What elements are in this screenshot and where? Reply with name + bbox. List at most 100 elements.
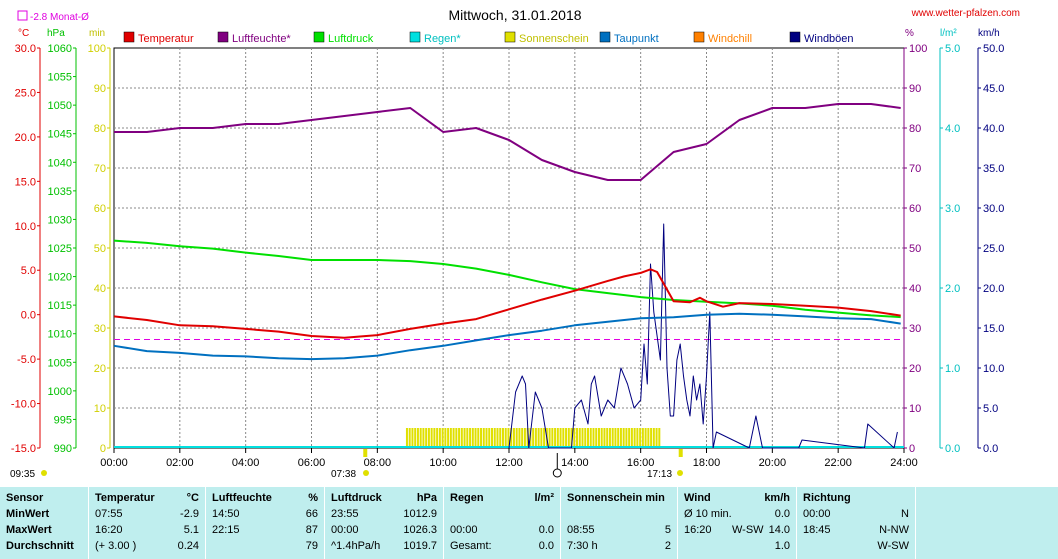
- wind-tick-label: 10.0: [983, 363, 1004, 375]
- wind-avg-value: 1.0: [774, 540, 790, 552]
- humidity-unit-header: %: [308, 492, 318, 504]
- temp-unit-header: °C: [186, 492, 199, 504]
- temp-avg-value: 0.24: [177, 540, 199, 552]
- month-avg-icon: [17, 10, 28, 21]
- pressure-tick-label: 1040: [48, 157, 72, 169]
- legend-swatch: [599, 31, 611, 43]
- humidity-header: Luftfeuchte: [212, 492, 272, 504]
- pressure-tick-label: 1055: [48, 72, 72, 84]
- pressure-unit-header: hPa: [416, 492, 437, 504]
- temp-trend: (+ 3.00 ): [95, 540, 137, 552]
- series-temperature: [113, 268, 901, 339]
- sun-tick-label: 50: [94, 243, 106, 255]
- temp-tick-label: -10.0: [11, 399, 36, 411]
- weather-chart: Mittwoch, 31.01.2018 www.wetter-pfalzen.…: [10, 7, 1020, 480]
- humidity-min-time: 14:50: [212, 508, 240, 520]
- legend-label: Luftfeuchte*: [232, 33, 291, 45]
- daylength-sun-icon: [41, 470, 47, 476]
- direction-time-2: 18:45: [803, 524, 831, 536]
- humidity-tick-label: 100: [909, 43, 927, 55]
- wind-tick-label: 40.0: [983, 123, 1004, 135]
- sun-tick-label: 60: [94, 203, 106, 215]
- temp-tick-label: 0.0: [21, 310, 36, 322]
- x-tick-label: 08:00: [364, 457, 392, 469]
- rain-tick-label: 2.0: [945, 283, 960, 295]
- col-rain: Regen l/m² 00:00 0.0 Gesamt: 0.0: [444, 487, 560, 559]
- sunset-marker: [678, 449, 683, 457]
- sunset-sun-icon: [677, 470, 683, 476]
- temp-max-time: 16:20: [95, 524, 123, 536]
- temp-tick-label: 15.0: [15, 176, 36, 188]
- pressure-tick-label: 1010: [48, 329, 72, 341]
- humidity-tick-label: 40: [909, 283, 921, 295]
- sun-unit: min: [89, 28, 105, 39]
- series-wind-gusts: [508, 223, 898, 449]
- x-tick-label: 12:00: [495, 457, 523, 469]
- temp-tick-label: -5.0: [17, 354, 36, 366]
- x-tick-label: 24:00: [890, 457, 918, 469]
- wind-unit: km/h: [978, 28, 1000, 39]
- x-tick-label: 20:00: [759, 457, 787, 469]
- pressure-trend: ^1.4hPa/h: [331, 540, 381, 552]
- temp-min-time: 07:55: [95, 508, 123, 520]
- pressure-tick-label: 995: [54, 414, 72, 426]
- sunrise-marker: [363, 449, 368, 457]
- pressure-tick-label: 1020: [48, 272, 72, 284]
- x-tick-label: 10:00: [429, 457, 457, 469]
- temp-tick-label: -15.0: [11, 443, 36, 455]
- wind-unit-header: km/h: [764, 492, 790, 504]
- sun-tick-label: 70: [94, 163, 106, 175]
- rain-max-value: 0.0: [538, 524, 554, 536]
- legend-label: Windböen: [804, 33, 854, 45]
- series-dewpoint: [113, 312, 901, 361]
- sensor-header: Sensor: [6, 492, 44, 504]
- temp-tick-label: 10.0: [15, 221, 36, 233]
- rain-unit: l/m²: [940, 28, 957, 39]
- rain-total-label: Gesamt:: [450, 540, 492, 552]
- sun-tick-label: 10: [94, 403, 106, 415]
- sun-tick-label: 20: [94, 363, 106, 375]
- rain-tick-label: 4.0: [945, 123, 960, 135]
- pressure-header: Luftdruck: [331, 492, 382, 504]
- col-temperature: Temperatur °C 07:55 -2.9 16:20 5.1 (+ 3.00 …: [89, 487, 205, 559]
- humidity-tick-label: 80: [909, 123, 921, 135]
- rain-tick-label: 3.0: [945, 203, 960, 215]
- wind-tick-label: 50.0: [983, 43, 1004, 55]
- rain-tick-label: 5.0: [945, 43, 960, 55]
- pressure-max-value: 1026.3: [403, 524, 437, 536]
- wind-tick-label: 5.0: [983, 403, 998, 415]
- month-avg-label: -2.8 Monat-Ø: [30, 12, 89, 23]
- wind-tick-label: 30.0: [983, 203, 1004, 215]
- series-humidity: [114, 103, 901, 181]
- humidity-tick-label: 10: [909, 403, 921, 415]
- website-label[interactable]: www.wetter-pfalzen.com: [911, 8, 1020, 19]
- humidity-tick-label: 70: [909, 163, 921, 175]
- legend-label: Sonnenschein: [519, 33, 589, 45]
- legend-swatch: [504, 31, 516, 43]
- legend-swatch: [409, 31, 421, 43]
- wind-header: Wind: [684, 492, 711, 504]
- x-tick-label: 18:00: [693, 457, 721, 469]
- humidity-tick-label: 60: [909, 203, 921, 215]
- legend-label: Temperatur: [138, 33, 194, 45]
- wind-avg-label: Ø 10 min.: [684, 508, 732, 520]
- sensor-avg: Durchschnitt: [6, 540, 74, 552]
- pressure-tick-label: 1025: [48, 243, 72, 255]
- humidity-tick-label: 20: [909, 363, 921, 375]
- chart-title: Mittwoch, 31.01.2018: [448, 7, 581, 23]
- noon-marker: [552, 468, 562, 478]
- pressure-min-time: 23:55: [331, 508, 359, 520]
- legend-label: Windchill: [708, 33, 752, 45]
- humidity-tick-label: 50: [909, 243, 921, 255]
- rain-max-time: 00:00: [450, 524, 478, 536]
- legend-swatch: [217, 31, 229, 43]
- sunshine-avg-value: 2: [664, 540, 671, 552]
- temp-min-value: -2.9: [180, 508, 199, 520]
- temp-tick-label: 30.0: [15, 43, 36, 55]
- x-tick-label: 04:00: [232, 457, 260, 469]
- pressure-tick-label: 1030: [48, 214, 72, 226]
- col-humidity: Luftfeuchte% 14:50 66 22:15 87 79: [206, 487, 324, 559]
- legend-swatch: [313, 31, 325, 43]
- legend-label: Taupunkt: [614, 33, 659, 45]
- direction-header: Richtung: [803, 492, 851, 504]
